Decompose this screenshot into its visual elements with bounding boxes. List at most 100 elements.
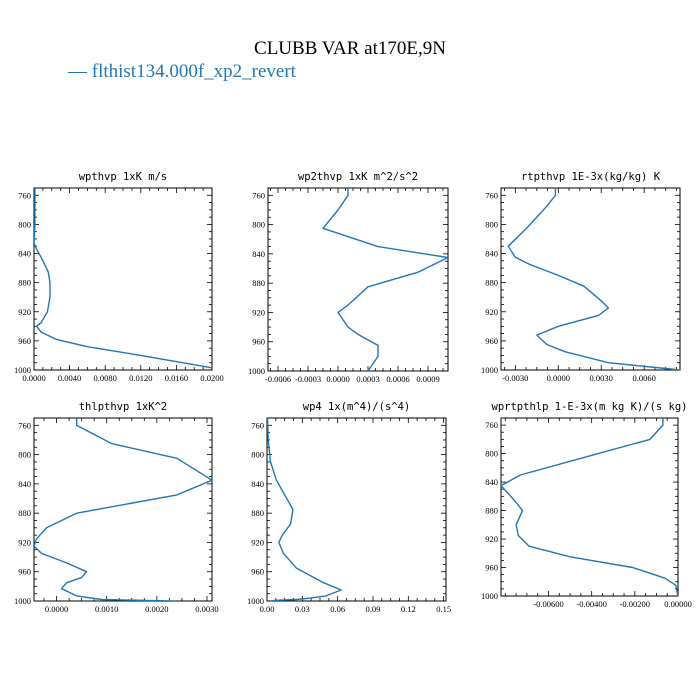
- y-tick-label: 960: [252, 337, 265, 347]
- x-tick-label: -0.0006: [265, 374, 291, 384]
- y-tick-label: 840: [18, 249, 31, 259]
- panel-2: wp2thvp 1xK m^2/s^2 760 800 840 880 920 960 100…: [248, 171, 449, 384]
- y-tick-label: 840: [485, 249, 498, 259]
- panel-1: wpthvp 1xK m/s76080084088092096010000.00…: [14, 171, 224, 383]
- series-line: [507, 188, 680, 370]
- y-tick-label: 960: [18, 336, 31, 346]
- plot-frame: [266, 417, 447, 602]
- y-tick-label: 760: [485, 190, 498, 200]
- y-tick-label: 760: [485, 420, 498, 430]
- x-tick-label: 0.0200: [200, 373, 223, 383]
- x-tick-label: 0.0000: [547, 373, 570, 383]
- plot-frame: [500, 417, 679, 597]
- y-tick-label: 800: [18, 219, 31, 229]
- panel-6: wprtpthlp 1-E-3x(m kg K)/(s kg) 760 800 840…: [481, 401, 692, 609]
- y-tick-label: 920: [251, 537, 264, 547]
- y-tick-label: 880: [18, 508, 31, 518]
- series-line: [34, 188, 212, 369]
- y-tick-label: 840: [18, 479, 31, 489]
- x-tick-label: 0.0160: [165, 373, 188, 383]
- panel-title: wp2thvp 1xK m^2/s^2: [298, 171, 418, 183]
- plot-frame: [33, 417, 213, 602]
- x-tick-label: 0.0030: [195, 604, 218, 614]
- x-tick-label: 0.0030: [590, 373, 613, 383]
- x-tick-label: -0.0030: [502, 373, 528, 383]
- x-tick-label: -0.00200: [620, 599, 650, 609]
- x-tick-label: 0.00000: [664, 599, 692, 609]
- figure-title: CLUBB VAR at170E,9N: [254, 38, 446, 59]
- x-tick-label: 0.0009: [416, 374, 439, 384]
- x-tick-label: 0.15: [436, 604, 451, 614]
- y-tick-label: 1000: [481, 591, 498, 601]
- x-tick-label: -0.00600: [533, 599, 563, 609]
- x-tick-label: 0.06: [330, 604, 345, 614]
- y-tick-label: 920: [252, 307, 265, 317]
- x-tick-label: 0.0020: [145, 604, 168, 614]
- y-tick-label: 880: [18, 278, 31, 288]
- panel-5: wp4 1x(m^4)/(s^4)76080084088092096010000…: [247, 401, 451, 614]
- x-tick-label: 0.12: [401, 604, 416, 614]
- y-tick-label: 760: [18, 420, 31, 430]
- series-line: [267, 418, 342, 601]
- y-tick-label: 1000: [14, 596, 31, 606]
- x-tick-label: 0.0000: [326, 374, 349, 384]
- panel-title: wprtpthlp 1-E-3x(m kg K)/(s kg): [492, 401, 688, 413]
- plot-frame: [500, 187, 681, 371]
- y-tick-label: 960: [251, 567, 264, 577]
- y-tick-label: 960: [485, 336, 498, 346]
- x-tick-label: 0.0080: [94, 373, 117, 383]
- legend-entry: — flthist134.000f_xp2_revert: [67, 61, 297, 82]
- y-tick-label: 880: [485, 278, 498, 288]
- y-tick-label: 800: [485, 449, 498, 459]
- panel-title: wp4 1x(m^4)/(s^4): [303, 401, 410, 413]
- y-tick-label: 880: [252, 278, 265, 288]
- y-tick-label: 760: [251, 420, 264, 430]
- y-tick-label: 1000: [248, 366, 265, 376]
- y-tick-label: 920: [485, 534, 498, 544]
- y-tick-label: 920: [485, 307, 498, 317]
- panels: wpthvp 1xK m/s76080084088092096010000.00…: [14, 171, 692, 614]
- y-tick-label: 800: [485, 219, 498, 229]
- y-tick-label: 920: [18, 537, 31, 547]
- x-tick-label: 0.0006: [386, 374, 409, 384]
- y-tick-label: 800: [252, 220, 265, 230]
- panel-title: rtpthvp 1E-3x(kg/kg) K: [521, 171, 661, 183]
- x-tick-label: -0.0003: [295, 374, 321, 384]
- y-tick-label: 800: [251, 450, 264, 460]
- y-tick-label: 960: [18, 567, 31, 577]
- y-tick-label: 840: [485, 477, 498, 487]
- y-tick-label: 840: [252, 249, 265, 259]
- x-tick-label: 0.0120: [129, 373, 152, 383]
- x-tick-label: 0.09: [366, 604, 381, 614]
- series-line: [34, 418, 212, 601]
- x-tick-label: -0.00400: [576, 599, 606, 609]
- x-tick-label: 0.03: [295, 604, 310, 614]
- y-tick-label: 760: [18, 190, 31, 200]
- y-tick-label: 880: [485, 506, 498, 516]
- series-line: [501, 418, 678, 596]
- x-tick-label: 0.0060: [633, 373, 656, 383]
- x-tick-label: 0.0000: [22, 373, 45, 383]
- panel-title: wpthvp 1xK m/s: [79, 171, 168, 183]
- panel-3: rtpthvp 1E-3x(kg/kg) K 760 800 840 880 920 960…: [481, 171, 681, 383]
- y-tick-label: 1000: [247, 596, 264, 606]
- x-tick-label: 0.0010: [95, 604, 118, 614]
- x-tick-label: 0.0000: [45, 604, 68, 614]
- y-tick-label: 920: [18, 307, 31, 317]
- x-tick-label: 0.00: [260, 604, 275, 614]
- series-line: [322, 188, 448, 371]
- x-tick-label: 0.0003: [356, 374, 379, 384]
- y-tick-label: 760: [252, 190, 265, 200]
- y-tick-label: 840: [251, 479, 264, 489]
- x-tick-label: 0.0040: [58, 373, 81, 383]
- panel-title: thlpthvp 1xK^2: [79, 401, 168, 413]
- plot-frame: [267, 187, 449, 372]
- y-tick-label: 960: [485, 563, 498, 573]
- y-tick-label: 880: [251, 508, 264, 518]
- plot-frame: [33, 187, 213, 371]
- y-tick-label: 1000: [481, 365, 498, 375]
- y-tick-label: 1000: [14, 365, 31, 375]
- panel-4: thlpthvp 1xK^2 760 800 840 880 920 960 1000 0.00…: [14, 401, 219, 614]
- y-tick-label: 800: [18, 450, 31, 460]
